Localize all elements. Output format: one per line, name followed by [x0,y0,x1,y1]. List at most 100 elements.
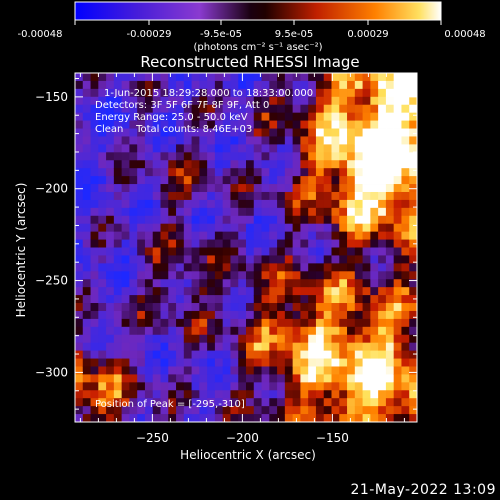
heatmap-cell [152,215,161,225]
heatmap-cell [90,398,99,407]
heatmap-cell [82,152,91,161]
heatmap-cell [144,120,154,129]
heatmap-cell [168,223,177,233]
heatmap-cell [176,168,185,177]
heatmap-cell [121,350,130,359]
heatmap-cell [82,263,91,272]
heatmap-cell [121,136,130,145]
heatmap-cell [82,128,91,137]
heatmap-cell [207,326,216,336]
heatmap-cell [238,168,247,177]
heatmap-cell [214,207,224,217]
colorbar-tick-label: 0.00029 [347,29,388,40]
heatmap-cell [214,303,224,312]
heatmap-cell [253,88,262,98]
heatmap-cell [315,398,325,407]
heatmap-cell [385,350,395,359]
heatmap-cell [370,144,379,153]
heatmap-cell [277,326,286,336]
heatmap-cell [137,184,146,193]
heatmap-cell [385,112,395,121]
heatmap-cell [152,318,161,328]
heatmap-cell [385,80,395,90]
heatmap-cell [168,88,177,98]
heatmap-cell [393,112,402,121]
heatmap-cell [308,326,317,336]
heatmap-cell [199,334,208,344]
heatmap-cell [253,303,262,312]
heatmap-cell [106,207,115,217]
heatmap-cell [378,112,387,121]
heatmap-cell [378,215,387,225]
heatmap-cell [339,271,348,280]
heatmap-cell [176,176,185,185]
heatmap-cell [129,231,138,240]
heatmap-cell [308,136,317,145]
heatmap-cell [98,239,107,248]
heatmap-cell [222,239,231,248]
heatmap-cell [129,247,138,256]
heatmap-cell [253,176,262,185]
heatmap-cell [75,136,84,145]
heatmap-cell [253,263,262,272]
heatmap-cell [214,239,224,248]
heatmap-cell [137,96,146,106]
heatmap-cell [168,239,177,248]
heatmap-cell [370,255,379,264]
heatmap-cell [106,295,115,304]
heatmap-cell [238,160,247,169]
heatmap-cell [409,160,417,169]
heatmap-cell [300,128,309,137]
heatmap-cell [199,128,208,137]
heatmap-cell [176,96,185,106]
heatmap-cell [199,223,208,233]
heatmap-cell [82,318,91,328]
heatmap-cell [284,279,294,288]
heatmap-cell [152,295,161,304]
heatmap-cell [214,334,224,344]
heatmap-cell [401,104,410,114]
heatmap-cell [137,279,146,288]
heatmap-cell [347,231,356,240]
heatmap-cell [214,247,224,256]
heatmap-cell [269,152,278,161]
heatmap-cell [82,120,91,129]
heatmap-cell [106,287,115,296]
heatmap-cell [409,318,417,328]
heatmap-cell [354,191,363,201]
heatmap-cell [144,382,154,391]
heatmap-cell [82,80,91,90]
heatmap-cell [331,255,340,264]
heatmap-cell [323,184,332,193]
heatmap-cell [230,215,239,225]
heatmap-cell [323,199,332,209]
heatmap-cell [113,231,123,240]
heatmap-cell [152,398,161,407]
heatmap-cell [121,287,130,296]
heatmap-cell [106,374,115,383]
x-tick-label: −250 [136,431,169,445]
heatmap-cell [82,350,91,359]
heatmap-cell [137,374,146,383]
heatmap-cell [106,414,115,422]
heatmap-cell [347,390,356,399]
heatmap-cell [300,414,309,422]
heatmap-cell [160,414,169,422]
heatmap-image [75,73,417,422]
heatmap-cell [75,374,84,383]
heatmap-cell [300,358,309,367]
heatmap-cell [370,366,379,375]
heatmap-cell [137,160,146,169]
heatmap-cell [144,231,154,240]
heatmap-cell [300,120,309,129]
heatmap-cell [238,239,247,248]
heatmap-cell [207,120,216,129]
heatmap-cell [113,398,123,407]
heatmap-cell [183,350,192,359]
heatmap-cell [168,144,177,153]
heatmap-cell [75,287,84,296]
heatmap-cell [191,255,200,264]
heatmap-cell [339,279,348,288]
heatmap-cell [191,191,200,201]
heatmap-cell [144,318,154,328]
